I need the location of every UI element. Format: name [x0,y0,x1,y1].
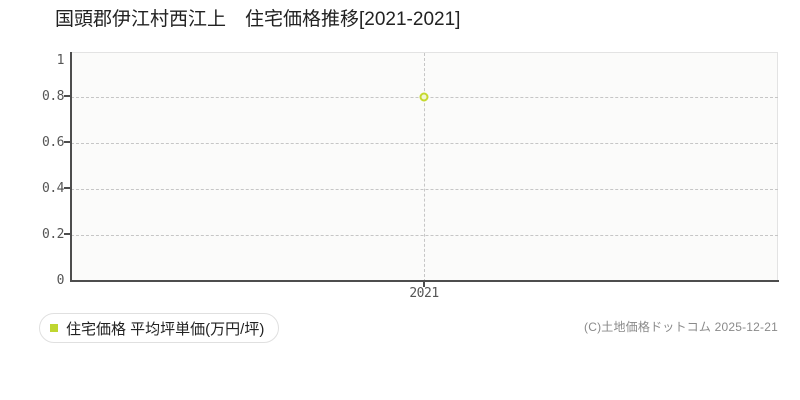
data-point-marker[interactable] [419,92,429,102]
chart-title: 国頭郡伊江村西江上 住宅価格推移[2021-2021] [55,9,461,30]
y-axis-line [70,52,72,282]
plot-area [71,52,778,282]
y-axis-tick-label: 1 [56,53,65,68]
y-axis-tick [64,187,71,189]
y-axis-tick-label: 0.2 [42,227,64,242]
x-axis-tick-label: 2021 [409,286,439,301]
y-axis-tick-label: 0 [56,273,65,288]
y-axis-tick-label: 0.4 [42,181,64,196]
copyright-credit: (C)土地価格ドットコム 2025-12-21 [584,320,778,334]
chart-legend[interactable]: 住宅価格 平均坪単価(万円/坪) [39,313,280,343]
x-axis-tick [423,281,425,287]
y-axis-tick [64,141,71,143]
legend-swatch-icon [50,324,58,332]
y-axis-tick [64,233,71,235]
y-axis-tick [64,95,71,97]
legend-item-label: 住宅価格 平均坪単価(万円/坪) [66,320,265,338]
y-axis-tick-label: 0.6 [42,135,64,150]
y-axis-tick-label: 0.8 [42,89,64,104]
gridline-vertical [424,53,425,282]
